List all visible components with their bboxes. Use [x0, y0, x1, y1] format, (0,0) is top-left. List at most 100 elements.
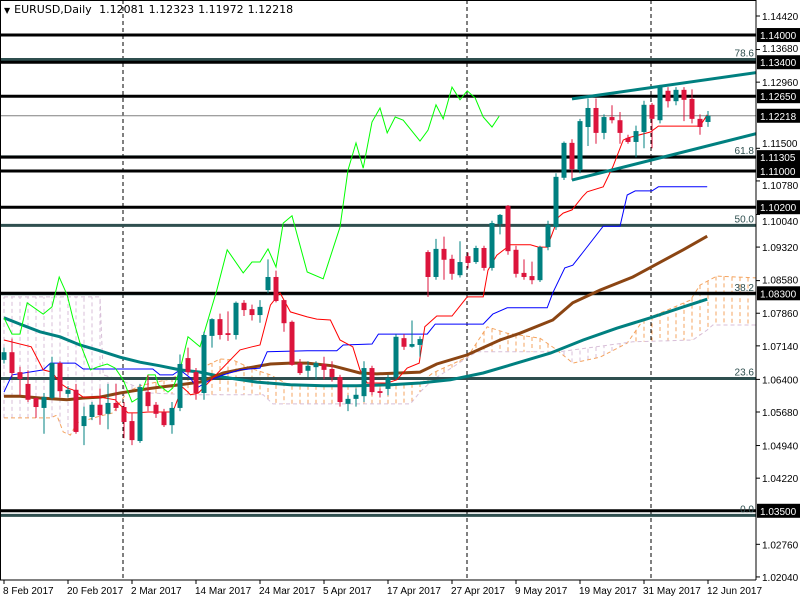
- candle-body: [113, 402, 119, 408]
- candle-body: [233, 302, 239, 335]
- x-tick-label: 24 Mar 2017: [259, 586, 316, 597]
- candle: [65, 386, 71, 398]
- candle: [633, 125, 639, 158]
- chart-header: ▼ EURUSD,Daily 1.12081 1.12323 1.11972 1.122…: [4, 3, 297, 16]
- candle-body: [137, 387, 143, 442]
- candle-body: [521, 272, 527, 277]
- candle-body: [481, 247, 487, 268]
- candle: [225, 311, 231, 341]
- triangle-down-icon[interactable]: ▼: [4, 6, 11, 15]
- candle: [393, 334, 399, 380]
- candle-body: [585, 107, 591, 128]
- candle: [513, 245, 519, 278]
- candle-body: [409, 344, 415, 347]
- candle-body: [449, 258, 455, 274]
- candle-body: [417, 339, 423, 345]
- candle-body: [89, 404, 95, 417]
- candle-body: [73, 389, 79, 432]
- candle-body: [617, 120, 623, 133]
- candle-body: [273, 276, 279, 301]
- candle-body: [81, 416, 87, 427]
- candle: [441, 236, 447, 280]
- candle-body: [697, 118, 703, 128]
- candle-body: [577, 121, 583, 171]
- level-price-label: 1.12650: [760, 92, 797, 103]
- candle: [169, 402, 175, 434]
- candle: [497, 214, 503, 235]
- level-price-label: 1.10200: [760, 203, 797, 214]
- candle: [89, 402, 95, 421]
- candle-body: [641, 104, 647, 132]
- level-price-label-box: [757, 503, 800, 518]
- candle: [241, 300, 247, 316]
- candle: [609, 105, 615, 124]
- candle: [385, 374, 391, 396]
- candle: [601, 114, 607, 140]
- candle-body: [633, 131, 639, 142]
- candle: [353, 388, 359, 407]
- candle-body: [473, 247, 479, 263]
- candle: [81, 406, 87, 446]
- candle-body: [505, 205, 511, 252]
- candle-body: [593, 107, 599, 133]
- candle-body: [393, 336, 399, 378]
- candle: [569, 139, 575, 181]
- y-tick-label: 1.06400: [762, 375, 799, 386]
- candle: [185, 347, 191, 375]
- ohlc-low: 1.11972: [198, 3, 244, 16]
- candle-body: [569, 142, 575, 170]
- candle-body: [681, 89, 687, 100]
- candle: [329, 361, 335, 382]
- x-tick-label: 8 Feb 2017: [3, 586, 54, 597]
- candle-body: [177, 363, 183, 408]
- candle: [545, 220, 551, 251]
- candle: [57, 361, 63, 398]
- candle: [177, 354, 183, 412]
- candle: [369, 365, 375, 396]
- candle: [201, 331, 207, 400]
- candle-body: [377, 391, 383, 393]
- symbol-timeframe: EURUSD,Daily: [14, 3, 92, 16]
- candle: [321, 356, 327, 380]
- candle: [113, 383, 119, 412]
- candle-body: [9, 352, 15, 374]
- candle: [1, 347, 7, 364]
- level-price-label: 1.03500: [760, 507, 797, 518]
- candle-body: [185, 358, 191, 373]
- candle-body: [105, 402, 111, 414]
- candle-body: [281, 300, 287, 324]
- candle-body: [97, 404, 103, 416]
- moving-average-teal-line: [3, 297, 708, 388]
- candle: [121, 402, 127, 439]
- candle: [529, 261, 535, 285]
- candle: [17, 366, 23, 396]
- level-price-label-box: [757, 163, 800, 178]
- candle: [553, 173, 559, 230]
- fib-level-label: 61.8: [735, 146, 755, 157]
- y-tick-label: 1.12960: [762, 78, 799, 89]
- candle-body: [705, 115, 711, 122]
- candle-body: [513, 249, 519, 274]
- candle-body: [217, 319, 223, 335]
- candle: [97, 388, 103, 425]
- candle-body: [249, 309, 255, 316]
- candle: [153, 402, 159, 418]
- candle: [377, 388, 383, 398]
- candle-body: [65, 389, 71, 394]
- chikou-span-line: [3, 85, 500, 403]
- candle-body: [169, 407, 175, 426]
- candle-body: [337, 377, 343, 403]
- candle-body: [305, 365, 311, 371]
- candle-body: [25, 383, 31, 400]
- candle-body: [457, 262, 463, 276]
- y-tick-label: 1.08580: [762, 275, 799, 286]
- candle-body: [17, 372, 23, 379]
- candle-body: [689, 98, 695, 119]
- candle: [129, 413, 135, 446]
- level-price-label: 1.11305: [760, 153, 796, 164]
- candle: [425, 250, 431, 297]
- level-price-label-box: [757, 28, 800, 43]
- kijun-sen-line: [3, 186, 708, 393]
- x-tick-label: 5 Apr 2017: [323, 586, 372, 597]
